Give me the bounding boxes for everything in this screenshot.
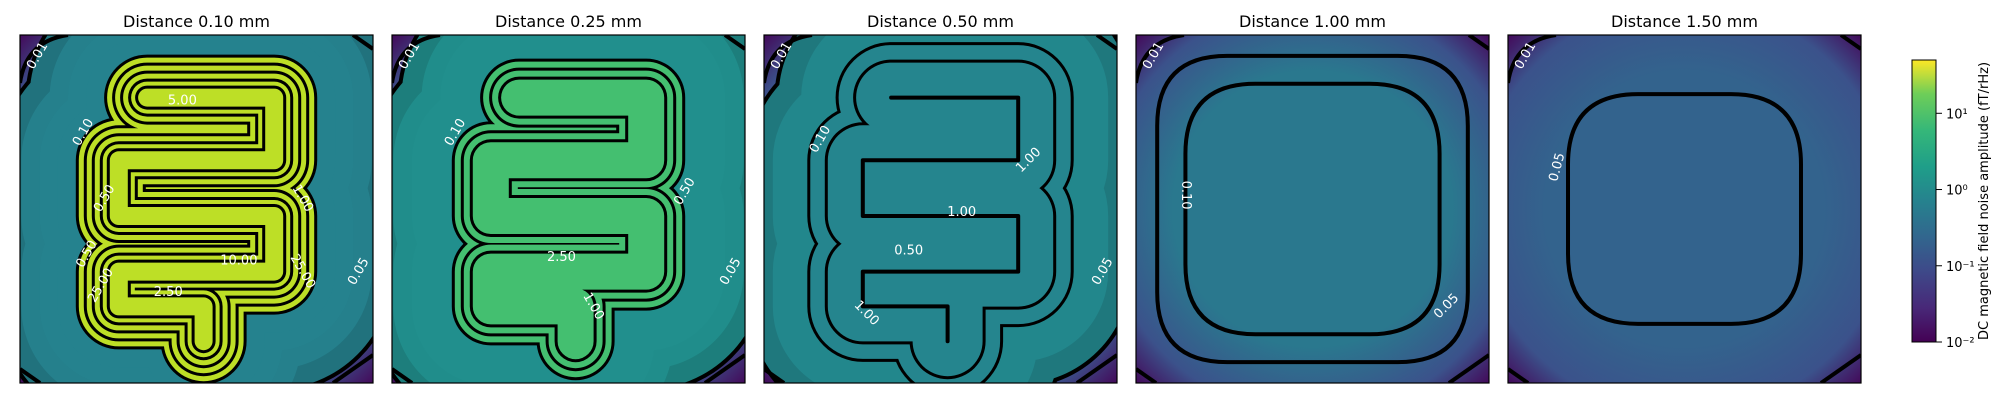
axes-frame: [391, 34, 746, 384]
contour-line: [1508, 35, 1557, 84]
contour-line: [1095, 35, 1117, 51]
contour-line: [1136, 35, 1185, 84]
field-map: 0.010.100.05: [1136, 35, 1489, 383]
panel-title: Distance 0.25 mm: [495, 12, 642, 31]
contour-label: 0.50: [894, 243, 923, 258]
contour-label: 0.05: [1546, 151, 1568, 183]
contour-label: 1.00: [947, 205, 976, 220]
contour-line: [1136, 367, 1158, 383]
colorbar-tick-label: 10⁻²: [1946, 336, 1975, 351]
panel-5: 0.010.05 Distance 1.50 mm: [1507, 12, 1862, 384]
contour-line: [764, 35, 813, 84]
contour-label: 0.10: [1178, 181, 1193, 210]
contour-line: [723, 35, 745, 51]
colorbar-gradient: [1911, 59, 1937, 343]
field-map: 0.010.101.001.000.501.000.05: [764, 35, 1117, 383]
contour-line: [703, 353, 745, 383]
panel-title: Distance 0.50 mm: [867, 12, 1014, 31]
axes-frame: [763, 34, 1118, 384]
axes-frame: [19, 34, 374, 384]
contour-line: [1566, 92, 1803, 326]
contour-line: [1839, 35, 1861, 51]
contour-label: 2.50: [154, 285, 183, 300]
contour-line: [1447, 353, 1489, 383]
contour-line: [1508, 367, 1530, 383]
contour-line: [1819, 353, 1861, 383]
contour-line: [1183, 81, 1442, 337]
contour-line: [331, 353, 373, 383]
contour-label: 2.50: [547, 250, 576, 265]
field-map: 0.010.100.502.501.000.05: [392, 35, 745, 383]
axes-frame: [1135, 34, 1490, 384]
contour-line: [392, 367, 414, 383]
field-background: [1136, 35, 1489, 383]
contour-line: [392, 35, 441, 84]
contour-label: 10.00: [220, 254, 257, 269]
contour-line: [1467, 35, 1489, 51]
panel-2: 0.010.100.502.501.000.05 Distance 0.25 mm: [391, 12, 746, 384]
contour-line: [764, 367, 786, 383]
colorbar-tick-label: 10⁻¹: [1946, 260, 1975, 275]
panel-4: 0.010.100.05 Distance 1.00 mm: [1135, 12, 1490, 384]
contour-line: [20, 367, 42, 383]
colorbar-label: DC magnetic field noise amplitude (fT/rH…: [1977, 62, 1992, 340]
field-map: 0.010.05: [1508, 35, 1861, 383]
panel-title: Distance 1.50 mm: [1611, 12, 1758, 31]
contour-line: [351, 35, 373, 51]
contour-line: [860, 95, 1021, 344]
colorbar-tick-label: 10¹: [1946, 107, 1968, 122]
panel-title: Distance 0.10 mm: [123, 12, 270, 31]
contour-line: [1155, 53, 1470, 365]
colorbar-tick-label: 10⁰: [1946, 184, 1968, 199]
field-background: [1508, 35, 1861, 383]
contour-line: [1075, 353, 1117, 383]
panel-title: Distance 1.00 mm: [1239, 12, 1386, 31]
colorbar: 10⁻² 10⁻¹ 10⁰ 10¹ DC magnetic field noise am…: [1911, 59, 1992, 351]
contour-label: 5.00: [168, 94, 197, 109]
axes-frame: [1507, 34, 1862, 384]
contour-line: [20, 35, 69, 84]
